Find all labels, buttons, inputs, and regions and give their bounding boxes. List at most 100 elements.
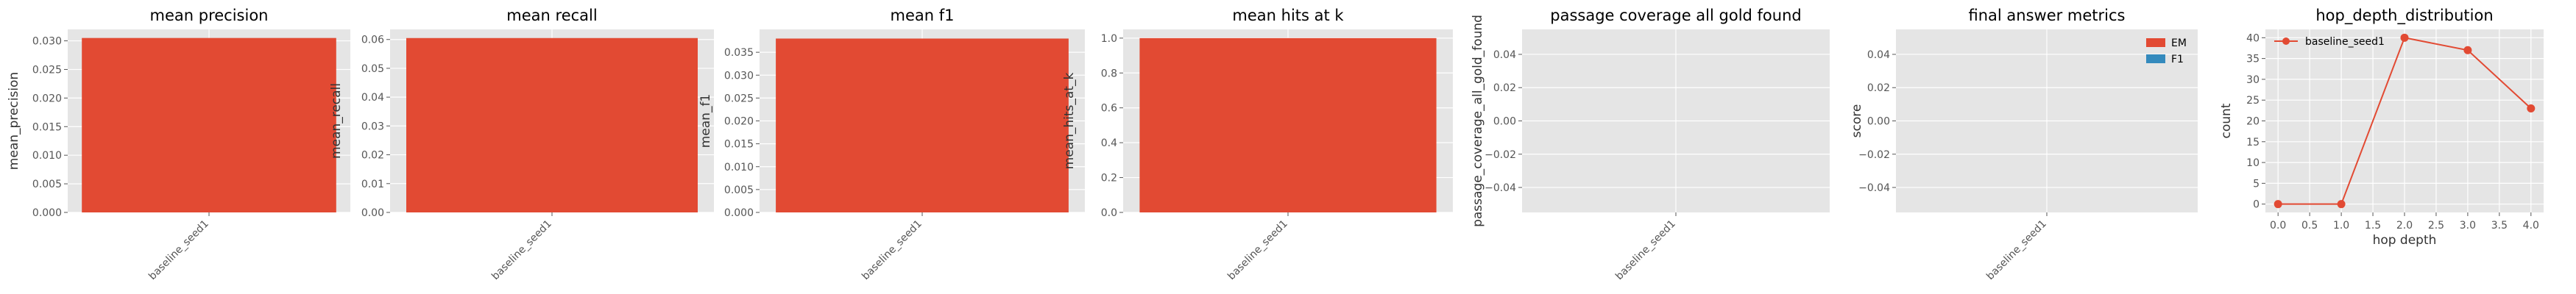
chart-1-panel: mean precision 0.000 0.005 0.010 0.015 0.020 0… — [7, 7, 350, 282]
chart-6-legend-swatch — [2146, 38, 2165, 47]
chart-3-y-tick-label: 0.005 — [724, 184, 754, 196]
chart-7-y-tick-label: 0 — [2253, 199, 2260, 211]
chart-1-title: mean precision — [150, 7, 269, 24]
chart-4-y-tick-label: 0.6 — [1101, 103, 1117, 115]
chart-6-y-axis-label: score — [1850, 104, 1864, 138]
chart-5-panel: passage coverage all gold found −0.04 −0.0… — [1471, 7, 1830, 282]
chart-4-bar — [1139, 37, 1437, 212]
chart-1-y-axis-label: mean_precision — [7, 72, 21, 170]
chart-7-legend-label: baseline_seed1 — [2305, 36, 2385, 48]
chart-7-y-tick-label: 30 — [2246, 74, 2260, 86]
chart-2-title: mean recall — [506, 7, 597, 24]
chart-1-y-tick-label: 0.005 — [32, 179, 62, 190]
chart-3-panel: mean f1 0.000 0.005 0.010 0.015 0.020 0.025 0.0… — [698, 7, 1085, 282]
chart-5-y-tick-label: 0.00 — [1493, 116, 1516, 128]
chart-1-x-tick-label: baseline_seed1 — [146, 218, 211, 283]
chart-6-legend-swatch — [2146, 54, 2165, 63]
chart-6-y-tick-label: 0.02 — [1867, 82, 1890, 94]
chart-7-x-axis-label: hop depth — [2373, 233, 2437, 248]
chart-7-y-tick-label: 40 — [2246, 32, 2260, 44]
chart-2-y-tick-label: 0.05 — [361, 63, 384, 75]
chart-3-y-tick-label: 0.025 — [724, 93, 754, 104]
chart-7-y-axis-label: count — [2219, 103, 2234, 138]
chart-3-y-tick-label: 0.000 — [724, 207, 754, 219]
chart-7-y-tick-label: 15 — [2246, 137, 2260, 148]
chart-7-x-tick-label: 1.0 — [2333, 220, 2349, 232]
chart-3-y-tick-label: 0.035 — [724, 47, 754, 59]
chart-6-legend-label: EM — [2171, 37, 2187, 49]
chart-5-y-axis-label: passage_coverage_all_gold_found — [1471, 15, 1485, 227]
chart-6-y-tick-label: −0.02 — [1858, 149, 1890, 161]
chart-6-panel: final answer metrics −0.04 −0.02 0.00 0.02 0.… — [1850, 7, 2198, 282]
chart-4-y-tick-label: 0.8 — [1101, 68, 1117, 79]
chart-7-x-tick-label: 0.5 — [2301, 220, 2318, 232]
chart-6-legend-label: F1 — [2171, 54, 2184, 65]
chart-3-y-tick-label: 0.015 — [724, 139, 754, 151]
chart-1-y-tick-label: 0.010 — [32, 150, 62, 162]
chart-7-data-point — [2400, 33, 2409, 42]
chart-2-panel: mean recall 0.00 0.01 0.02 0.03 0.04 0.05 0.06 m… — [329, 7, 714, 282]
chart-7-x-tick-label: 2.0 — [2396, 220, 2413, 232]
chart-5-y-tick-label: 0.02 — [1493, 82, 1516, 94]
chart-7-data-point — [2274, 200, 2282, 209]
chart-6-y-tick-label: 0.04 — [1867, 49, 1890, 61]
chart-1-y-tick-label: 0.020 — [32, 93, 62, 104]
chart-3-y-tick-label: 0.010 — [724, 162, 754, 173]
chart-7-legend-marker — [2282, 37, 2290, 45]
chart-7-y-tick-label: 20 — [2246, 116, 2260, 128]
chart-7-x-tick-label: 2.5 — [2428, 220, 2444, 232]
chart-2-bar — [406, 37, 698, 212]
chart-3-y-axis-label: mean_f1 — [698, 94, 713, 148]
chart-2-y-tick-label: 0.00 — [361, 207, 384, 219]
chart-5-y-tick-label: −0.02 — [1485, 149, 1516, 161]
chart-7-x-tick-label: 1.5 — [2365, 220, 2381, 232]
chart-7-y-tick-label: 10 — [2246, 157, 2260, 169]
chart-1-y-tick-label: 0.025 — [32, 64, 62, 76]
chart-2-y-tick-label: 0.06 — [361, 35, 384, 46]
chart-4-panel: mean hits at k 0.0 0.2 0.4 0.6 0.8 1.0 mean_hit… — [1062, 7, 1453, 282]
chart-7-title: hop_depth_distribution — [2315, 7, 2493, 25]
chart-5-x-tick-label: baseline_seed1 — [1613, 218, 1678, 283]
chart-2-y-tick-label: 0.03 — [361, 121, 384, 132]
chart-7-x-tick-label: 4.0 — [2523, 220, 2539, 232]
chart-1-y-tick-label: 0.030 — [32, 36, 62, 48]
chart-2-y-tick-label: 0.02 — [361, 150, 384, 162]
chart-7-panel: hop_depth_distribution 0 5 10 15 20 25 30 35 40 co… — [2219, 7, 2544, 248]
chart-2-x-tick-label: baseline_seed1 — [489, 218, 554, 283]
chart-4-y-tick-label: 1.0 — [1101, 33, 1117, 45]
chart-6-y-tick-label: 0.00 — [1867, 116, 1890, 128]
chart-7-x-tick-label: 0.0 — [2270, 220, 2286, 232]
chart-4-y-axis-label: mean_hits_at_k — [1062, 73, 1077, 170]
chart-2-y-tick-label: 0.01 — [361, 179, 384, 190]
chart-7-data-point — [2463, 46, 2472, 54]
chart-3-y-tick-label: 0.030 — [724, 70, 754, 82]
chart-1-y-tick-label: 0.000 — [32, 207, 62, 219]
chart-5-y-tick-label: −0.04 — [1485, 182, 1516, 194]
chart-7-data-point — [2527, 104, 2536, 113]
chart-1-bar — [82, 37, 336, 212]
chart-7-y-tick-label: 5 — [2253, 178, 2260, 190]
chart-4-y-tick-label: 0.0 — [1101, 207, 1117, 219]
chart-6-x-tick-label: baseline_seed1 — [1984, 218, 2049, 283]
chart-1-y-tick-label: 0.015 — [32, 121, 62, 133]
chart-7-x-tick-label: 3.5 — [2491, 220, 2508, 232]
chart-3-title: mean f1 — [891, 7, 955, 24]
chart-3-bar — [776, 38, 1069, 213]
chart-7-data-point — [2337, 200, 2346, 209]
chart-5-y-tick-label: 0.04 — [1493, 49, 1516, 61]
chart-4-title: mean hits at k — [1232, 7, 1344, 24]
chart-4-x-tick-label: baseline_seed1 — [1225, 218, 1290, 283]
chart-4-y-tick-label: 0.2 — [1101, 173, 1117, 184]
chart-4-y-tick-label: 0.4 — [1101, 137, 1117, 149]
chart-3-x-tick-label: baseline_seed1 — [860, 218, 924, 283]
chart-2-y-axis-label: mean_recall — [329, 83, 344, 159]
chart-6-title: final answer metrics — [1968, 7, 2125, 24]
chart-7-y-tick-label: 25 — [2246, 95, 2260, 107]
chart-6-y-tick-label: −0.04 — [1858, 182, 1890, 194]
chart-5-title: passage coverage all gold found — [1550, 7, 1801, 24]
chart-7-x-tick-label: 3.0 — [2460, 220, 2476, 232]
chart-2-y-tick-label: 0.04 — [361, 92, 384, 104]
chart-3-y-tick-label: 0.020 — [724, 116, 754, 128]
chart-7-y-tick-label: 35 — [2246, 54, 2260, 65]
